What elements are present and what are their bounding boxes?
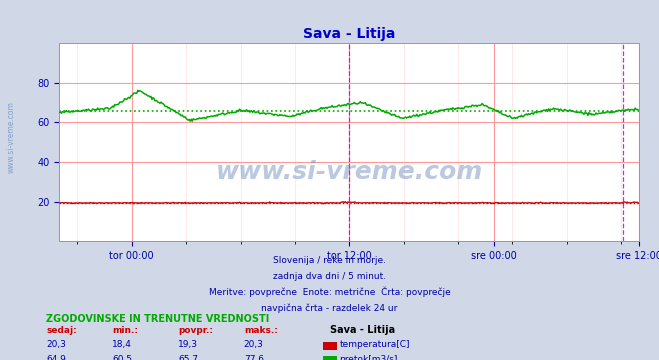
- Text: 77,6: 77,6: [244, 355, 264, 360]
- Text: Sava - Litija: Sava - Litija: [330, 325, 395, 335]
- Text: Meritve: povprečne  Enote: metrične  Črta: povprečje: Meritve: povprečne Enote: metrične Črta:…: [209, 287, 450, 297]
- Text: navpična črta - razdelek 24 ur: navpična črta - razdelek 24 ur: [262, 304, 397, 314]
- Text: pretok[m3/s]: pretok[m3/s]: [339, 355, 398, 360]
- Text: 60,5: 60,5: [112, 355, 132, 360]
- Text: 65,7: 65,7: [178, 355, 198, 360]
- Text: 20,3: 20,3: [46, 341, 66, 350]
- Text: 18,4: 18,4: [112, 341, 132, 350]
- Text: povpr.:: povpr.:: [178, 326, 213, 335]
- Text: maks.:: maks.:: [244, 326, 277, 335]
- Text: temperatura[C]: temperatura[C]: [339, 341, 410, 350]
- Text: 64,9: 64,9: [46, 355, 66, 360]
- Title: Sava - Litija: Sava - Litija: [303, 27, 395, 41]
- Text: zadnja dva dni / 5 minut.: zadnja dva dni / 5 minut.: [273, 272, 386, 281]
- Text: 19,3: 19,3: [178, 341, 198, 350]
- Text: 20,3: 20,3: [244, 341, 264, 350]
- Text: Slovenija / reke in morje.: Slovenija / reke in morje.: [273, 256, 386, 265]
- Text: ZGODOVINSKE IN TRENUTNE VREDNOSTI: ZGODOVINSKE IN TRENUTNE VREDNOSTI: [46, 314, 270, 324]
- Text: www.si-vreme.com: www.si-vreme.com: [7, 101, 16, 173]
- Text: www.si-vreme.com: www.si-vreme.com: [215, 160, 483, 184]
- Text: sedaj:: sedaj:: [46, 326, 77, 335]
- Text: min.:: min.:: [112, 326, 138, 335]
